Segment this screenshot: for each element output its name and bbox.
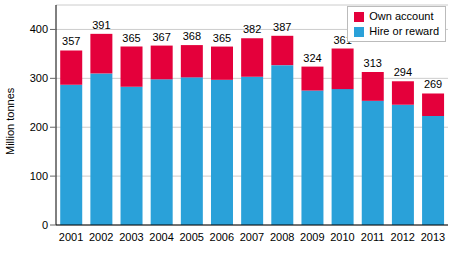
svg-text:294: 294 [394,66,412,78]
svg-text:2010: 2010 [330,231,354,243]
svg-text:Million tonnes: Million tonnes [8,87,16,155]
svg-text:100: 100 [30,170,48,182]
svg-text:2006: 2006 [210,231,234,243]
svg-text:269: 269 [424,78,442,90]
svg-text:357: 357 [62,35,80,47]
svg-text:300: 300 [30,72,48,84]
svg-text:365: 365 [122,32,140,44]
svg-text:2013: 2013 [421,231,445,243]
svg-text:324: 324 [303,52,321,64]
svg-text:2012: 2012 [391,231,415,243]
svg-text:2002: 2002 [89,231,113,243]
svg-text:361: 361 [333,33,352,46]
html-text:Own account: Own account [369,10,434,22]
svg-text:200: 200 [30,121,48,133]
svg-text:2003: 2003 [119,231,143,243]
svg-text:400: 400 [30,23,48,35]
svg-text:365: 365 [213,32,231,44]
svg-text:313: 313 [364,57,382,69]
svg-text:2009: 2009 [300,231,324,243]
svg-text:2005: 2005 [179,231,203,243]
svg-text:2001: 2001 [59,231,83,243]
svg-text:391: 391 [92,19,110,31]
svg-text:2011: 2011 [361,231,385,243]
html-text:Hire or reward: Hire or reward [369,25,439,37]
svg-text:2008: 2008 [270,231,294,243]
svg-text:2007: 2007 [240,231,264,243]
svg-text:367: 367 [153,31,171,43]
svg-text:387: 387 [273,21,291,33]
svg-text:382: 382 [243,23,261,35]
svg-text:0: 0 [42,219,48,231]
svg-text:2004: 2004 [149,231,173,243]
svg-text:368: 368 [183,30,201,42]
